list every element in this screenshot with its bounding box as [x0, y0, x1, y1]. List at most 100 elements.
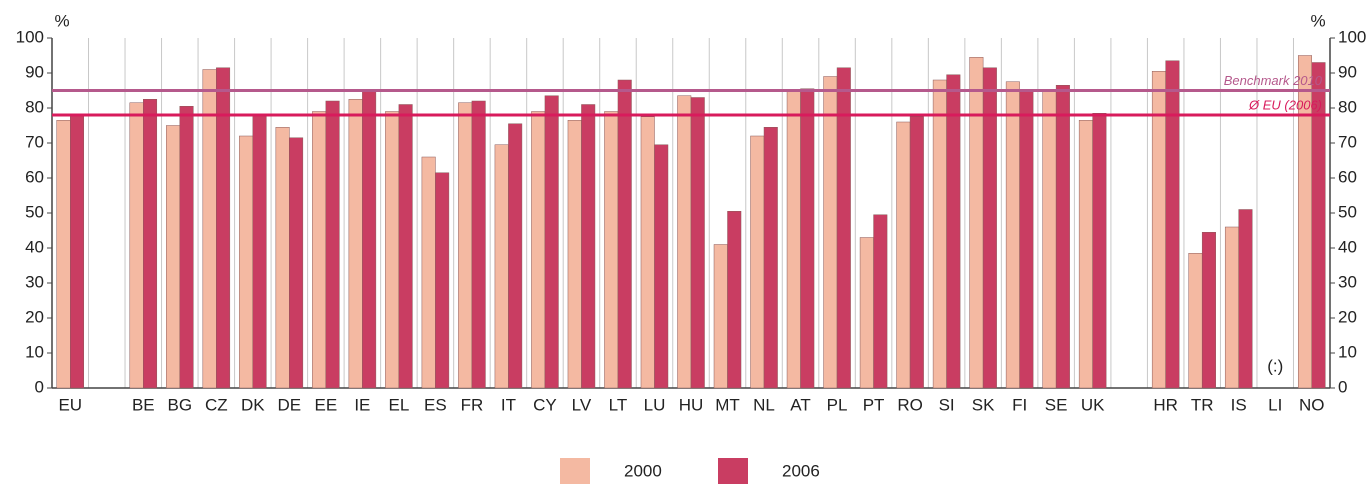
bar — [786, 90, 801, 389]
y2-tick-label: 70 — [1338, 132, 1357, 151]
bar — [202, 69, 217, 389]
bar — [70, 114, 85, 389]
bar — [873, 214, 888, 389]
bar — [750, 135, 765, 389]
bar — [1055, 85, 1070, 389]
x-tick-label: IE — [354, 395, 370, 414]
x-tick-label: ES — [424, 395, 447, 414]
bar — [435, 172, 450, 389]
bar — [859, 237, 874, 389]
y2-tick-label: 100 — [1338, 27, 1366, 46]
y2-tick-label: 60 — [1338, 167, 1357, 186]
bar — [1019, 90, 1034, 389]
reference-label: Benchmark 2010 — [1224, 73, 1323, 88]
bar — [654, 144, 669, 389]
x-tick-label: PT — [863, 395, 885, 414]
bar — [216, 67, 231, 389]
bar — [239, 135, 254, 389]
bar — [567, 120, 582, 389]
bar — [1188, 253, 1203, 389]
bar — [581, 104, 596, 389]
bar — [1042, 90, 1057, 389]
bar — [896, 121, 911, 389]
y2-axis-label: % — [1310, 11, 1325, 30]
bar — [325, 100, 340, 389]
bar — [1224, 226, 1239, 389]
bar — [909, 116, 924, 389]
legend-swatch — [718, 458, 748, 484]
x-tick-label: TR — [1191, 395, 1214, 414]
legend-label: 2006 — [782, 461, 820, 480]
x-tick-label: LT — [609, 395, 628, 414]
bar — [763, 127, 778, 389]
x-tick-label: HU — [679, 395, 704, 414]
y-tick-label: 80 — [25, 97, 44, 116]
bar — [823, 76, 838, 389]
bar — [1151, 71, 1166, 389]
bar — [508, 123, 523, 389]
bar — [677, 95, 692, 389]
y2-tick-label: 0 — [1338, 377, 1347, 396]
x-tick-label: EL — [388, 395, 409, 414]
bar — [398, 104, 413, 389]
y-tick-label: 0 — [35, 377, 44, 396]
bar — [982, 67, 997, 389]
bar — [494, 144, 509, 389]
x-tick-label: LI — [1268, 395, 1282, 414]
x-tick-label: NL — [753, 395, 775, 414]
bar — [544, 95, 559, 389]
y2-tick-label: 40 — [1338, 237, 1357, 256]
bar — [1238, 209, 1253, 389]
bar — [458, 102, 473, 389]
x-tick-label: IT — [501, 395, 516, 414]
x-tick-label: SI — [939, 395, 955, 414]
reference-label: Ø EU (2006) — [1248, 97, 1322, 112]
annotation: (:) — [1267, 356, 1283, 375]
bar — [713, 244, 728, 389]
y-axis-label: % — [54, 11, 69, 30]
x-tick-label: SK — [972, 395, 995, 414]
y-tick-label: 100 — [16, 27, 44, 46]
bar — [166, 125, 181, 389]
x-tick-label: IS — [1231, 395, 1247, 414]
bar — [275, 127, 290, 389]
y-tick-label: 40 — [25, 237, 44, 256]
y2-tick-label: 30 — [1338, 272, 1357, 291]
bar — [1201, 232, 1216, 389]
bar — [1092, 113, 1107, 389]
x-tick-label: UK — [1081, 395, 1105, 414]
x-tick-label: DE — [278, 395, 302, 414]
x-tick-label: SE — [1045, 395, 1068, 414]
bar — [312, 111, 327, 389]
bar — [836, 67, 851, 389]
bar — [800, 88, 815, 389]
x-tick-label: BG — [168, 395, 193, 414]
y-tick-label: 90 — [25, 62, 44, 81]
bar — [1165, 60, 1180, 389]
y2-tick-label: 10 — [1338, 342, 1357, 361]
x-tick-label: LV — [572, 395, 592, 414]
legend-swatch — [560, 458, 590, 484]
x-tick-label: NO — [1299, 395, 1325, 414]
y2-tick-label: 20 — [1338, 307, 1357, 326]
y2-tick-label: 50 — [1338, 202, 1357, 221]
y2-tick-label: 80 — [1338, 97, 1357, 116]
x-tick-label: CZ — [205, 395, 228, 414]
x-tick-label: HR — [1153, 395, 1178, 414]
y-tick-label: 70 — [25, 132, 44, 151]
bar — [1311, 62, 1326, 389]
bar — [362, 90, 377, 389]
bar — [617, 79, 632, 389]
bar — [932, 79, 947, 389]
y-tick-label: 30 — [25, 272, 44, 291]
x-tick-label: FR — [461, 395, 484, 414]
bar — [1078, 120, 1093, 389]
x-tick-label: RO — [897, 395, 923, 414]
bar — [640, 116, 655, 389]
bar — [471, 100, 486, 389]
bar — [129, 102, 144, 389]
bar — [143, 99, 158, 389]
y-tick-label: 50 — [25, 202, 44, 221]
x-tick-label: FI — [1012, 395, 1027, 414]
bar — [969, 57, 984, 389]
